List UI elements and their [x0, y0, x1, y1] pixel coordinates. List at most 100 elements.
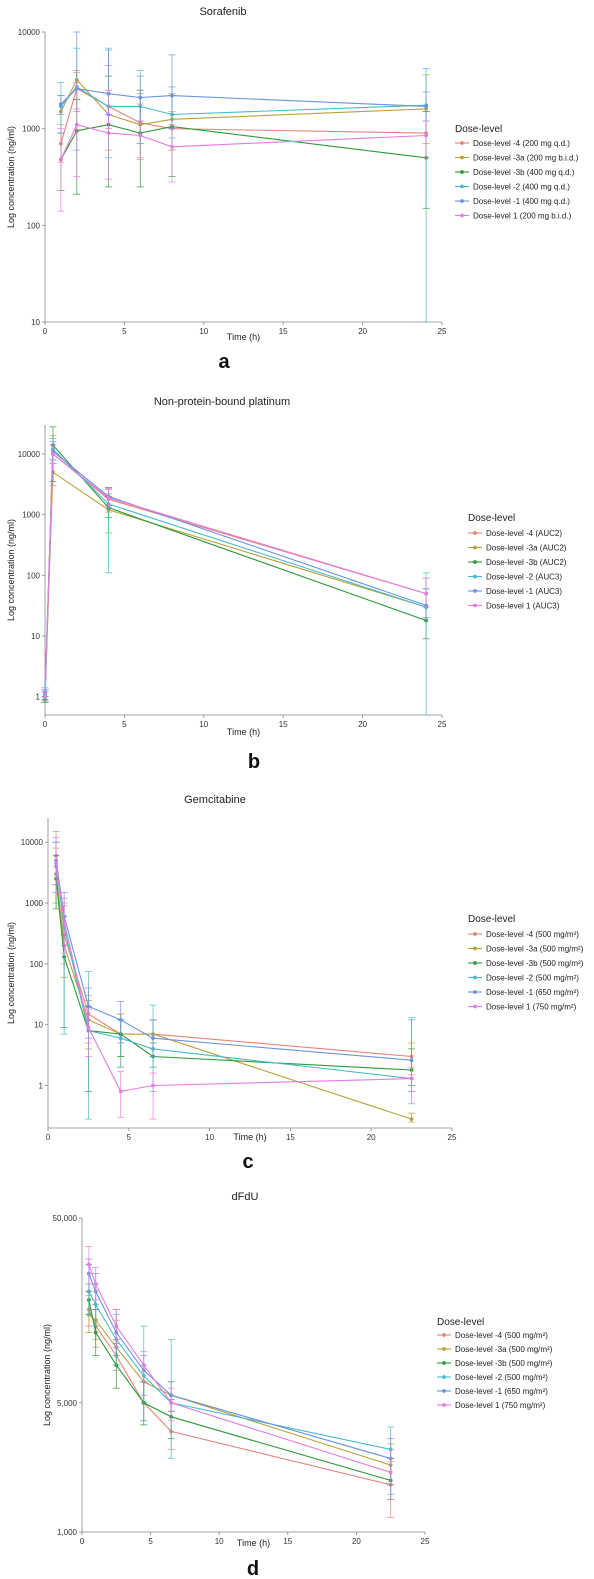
y-tick-label: 1000 [22, 511, 40, 520]
series-2 [85, 1283, 395, 1500]
data-point [118, 1089, 123, 1094]
y-tick-label: 10000 [21, 838, 44, 847]
y-tick-label: 100 [27, 221, 41, 230]
data-point [388, 1470, 393, 1475]
x-tick-label: 0 [43, 327, 48, 336]
legend-entry: Dose-level -3b (400 mg q.d.) [473, 168, 575, 177]
legend-title: Dose-level [468, 914, 515, 925]
chart-panel-a: Sorafenib 0 5 10 15 20 25 10 100 1000 10000 Time (h… [6, 6, 579, 373]
series-1 [52, 847, 416, 1123]
x-tick-label: 10 [205, 1133, 214, 1142]
legend-title: Dose-level [437, 1317, 484, 1328]
chart-panel-d: dFdU 0 5 10 15 20 25 1,000 5,000 50,000 Time (h) Lo… [42, 1191, 553, 1579]
series-line [55, 873, 412, 1120]
legend-entry: Dose-level -4 (500 mg/m²) [486, 930, 579, 939]
data-point [86, 1262, 91, 1267]
x-tick-label: 25 [438, 720, 447, 729]
y-tick-label: 10 [31, 318, 40, 327]
series-line [55, 866, 412, 1080]
series-4 [57, 31, 430, 130]
series-3 [52, 841, 416, 1120]
x-tick-label: 25 [448, 1133, 457, 1142]
panel-label: b [248, 751, 260, 773]
legend-title: Dose-level [455, 124, 502, 135]
y-tick-label: 1,000 [57, 1528, 78, 1537]
data-point [141, 1363, 146, 1367]
legend-swatch-point [473, 589, 477, 593]
series-0 [52, 831, 416, 1076]
legend-swatch-point [473, 560, 477, 564]
series-line [88, 1273, 391, 1460]
y-axis-label: Log concentration (ng/ml) [42, 1324, 52, 1426]
data-point [424, 104, 429, 109]
legend-entry: Dose-level -3b (500 mg/m²) [455, 1359, 553, 1368]
series-line [44, 447, 427, 695]
legend-entry: Dose-level -2 (500 mg/m²) [486, 974, 579, 983]
y-axis-label: Log concentration (ng/ml) [6, 519, 16, 621]
chart-title: dFdU [232, 1191, 259, 1203]
series-line [55, 863, 412, 1093]
legend-swatch-point [473, 531, 477, 535]
x-tick-label: 5 [122, 327, 127, 336]
y-tick-label: 50,000 [53, 1214, 78, 1223]
x-tick-label: 10 [215, 1537, 224, 1546]
legend-swatch-point [442, 1333, 446, 1337]
x-axis-label: Time (h) [227, 727, 260, 737]
legend-entry: Dose-level 1 (200 mg b.i.d.) [473, 212, 572, 221]
series-line [44, 452, 427, 695]
legend-entry: Dose-level -3a (500 mg/m²) [455, 1345, 553, 1354]
x-tick-label: 20 [358, 720, 367, 729]
data-point [151, 1036, 155, 1041]
legend-entry: Dose-level -3a (200 mg b.i.d.) [473, 154, 579, 163]
data-point [138, 95, 143, 100]
chart-panel-b: Non-protein-bound platinum 0 5 10 15 20 25 1 10 1… [6, 396, 567, 773]
chart-panel-c: Gemcitabine 0 5 10 15 20 25 1 10 100 1000 10000 Time… [6, 794, 584, 1173]
data-point [106, 131, 111, 135]
series-5 [41, 444, 430, 702]
data-point [424, 133, 429, 138]
legend-swatch-point [473, 545, 477, 550]
y-tick-label: 10000 [18, 28, 41, 37]
series-4 [41, 441, 430, 698]
legend: Dose-level Dose-level -4 (500 mg/m²) Dose-… [437, 1317, 553, 1410]
series-3 [85, 1264, 395, 1495]
legend: Dose-level Dose-level -4 (200 mg q.d.) Dos… [455, 124, 579, 221]
series-line [88, 1299, 391, 1482]
series-line [88, 1309, 391, 1486]
legend-entry: Dose-level -3a (AUC2) [486, 544, 567, 553]
series-5 [57, 82, 430, 212]
series-line [88, 1291, 391, 1450]
series-line [60, 88, 427, 107]
panel-label: c [242, 1151, 253, 1173]
data-point [114, 1324, 119, 1329]
y-tick-label: 100 [27, 571, 41, 580]
data-point [93, 1330, 98, 1335]
series-line [44, 450, 427, 692]
data-point [118, 1017, 123, 1022]
legend-entry: Dose-level -4 (200 mg q.d.) [473, 139, 570, 148]
x-tick-label: 20 [352, 1537, 361, 1546]
legend-title: Dose-level [468, 513, 515, 524]
legend-swatch-point [460, 184, 464, 189]
data-point [409, 1058, 414, 1063]
legend-entry: Dose-level 1 (750 mg/m²) [486, 1003, 577, 1012]
chart-title: Gemcitabine [184, 794, 246, 806]
x-tick-label: 15 [283, 1537, 292, 1546]
data-point [151, 1083, 155, 1088]
chart-title: Non-protein-bound platinum [154, 396, 290, 408]
series-line [60, 124, 427, 160]
legend-swatch-point [473, 932, 477, 936]
legend-swatch-point [473, 975, 477, 980]
y-tick-label: 5,000 [57, 1399, 78, 1408]
legend-swatch-point [473, 574, 477, 579]
y-tick-label: 10 [34, 1021, 43, 1030]
x-tick-label: 5 [122, 720, 127, 729]
x-tick-label: 0 [80, 1537, 85, 1546]
y-tick-label: 1 [36, 693, 41, 702]
x-tick-label: 15 [286, 1133, 295, 1142]
series-line [88, 1264, 391, 1473]
legend-swatch-point [460, 155, 464, 160]
y-tick-label: 1000 [25, 899, 43, 908]
legend-swatch-point [473, 961, 477, 965]
